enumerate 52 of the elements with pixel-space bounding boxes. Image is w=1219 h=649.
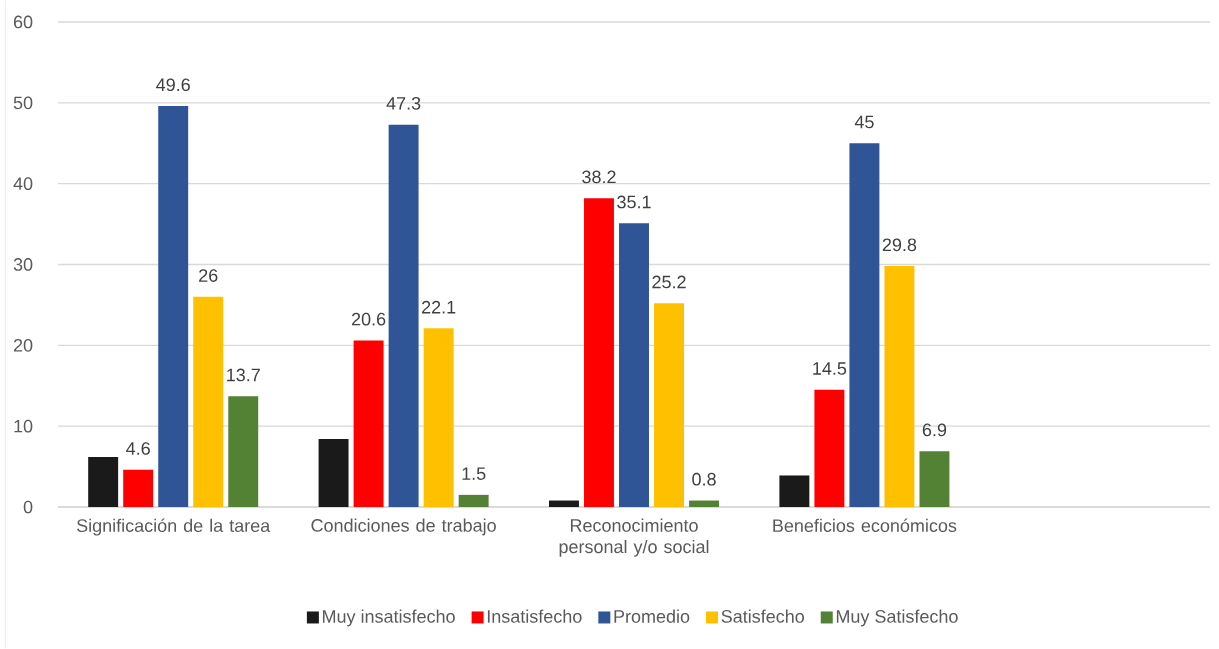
legend-label: Satisfecho	[721, 609, 804, 623]
data-label: 0.8	[692, 472, 716, 486]
legend-label: Muy Satisfecho	[836, 609, 958, 627]
y-tick-label: 0	[23, 500, 33, 514]
y-tick-label: 50	[13, 96, 33, 110]
data-label: 22.1	[422, 300, 456, 314]
data-label: 25.2	[652, 275, 686, 289]
data-label: 35.1	[617, 195, 651, 209]
bar	[158, 106, 189, 507]
legend-label: Promedio	[614, 609, 690, 623]
bar	[88, 456, 119, 507]
data-label: 49.6	[156, 78, 190, 92]
data-label: 45	[854, 115, 874, 129]
data-label: 26	[199, 269, 218, 282]
data-label: 20.6	[351, 312, 386, 326]
bar	[849, 143, 880, 507]
bar	[814, 389, 845, 507]
bar	[884, 266, 915, 507]
bar	[619, 223, 649, 507]
data-label: 29.8	[882, 238, 917, 252]
data-label: 4.6	[126, 442, 150, 455]
bar	[193, 296, 224, 507]
bar	[318, 439, 349, 507]
bar	[458, 494, 489, 507]
y-tick-label: 30	[13, 258, 33, 271]
bar	[584, 198, 614, 507]
data-label: 47.3	[386, 96, 421, 110]
data-label: 38.2	[582, 170, 616, 184]
x-tick-label: Significación de la tarea	[76, 518, 271, 536]
x-tick-label: Condiciones de trabajo	[311, 518, 496, 536]
x-tick-label: Beneficios económicos	[773, 518, 957, 533]
bar	[919, 451, 950, 507]
bar	[423, 328, 454, 507]
y-tick-label: 20	[13, 338, 33, 352]
bar	[123, 469, 154, 507]
bar	[779, 475, 810, 507]
bar	[548, 500, 579, 507]
bar	[689, 500, 720, 507]
y-tick-label: 60	[13, 15, 33, 29]
data-label: 6.9	[922, 423, 947, 437]
legend-label: Insatisfecho	[487, 609, 582, 623]
bar	[228, 396, 259, 507]
bar	[654, 303, 685, 507]
data-label: 1.5	[462, 467, 486, 480]
x-tick-label: Reconocimiento personal y/o social	[559, 518, 709, 557]
data-label: 14.5	[813, 362, 847, 375]
data-label: 13.7	[227, 368, 260, 382]
legend-label: Muy insatisfecho	[323, 609, 455, 627]
bar	[388, 124, 419, 507]
y-tick-label: 10	[14, 419, 33, 433]
y-tick-label: 40	[13, 177, 33, 191]
bar	[353, 340, 384, 507]
